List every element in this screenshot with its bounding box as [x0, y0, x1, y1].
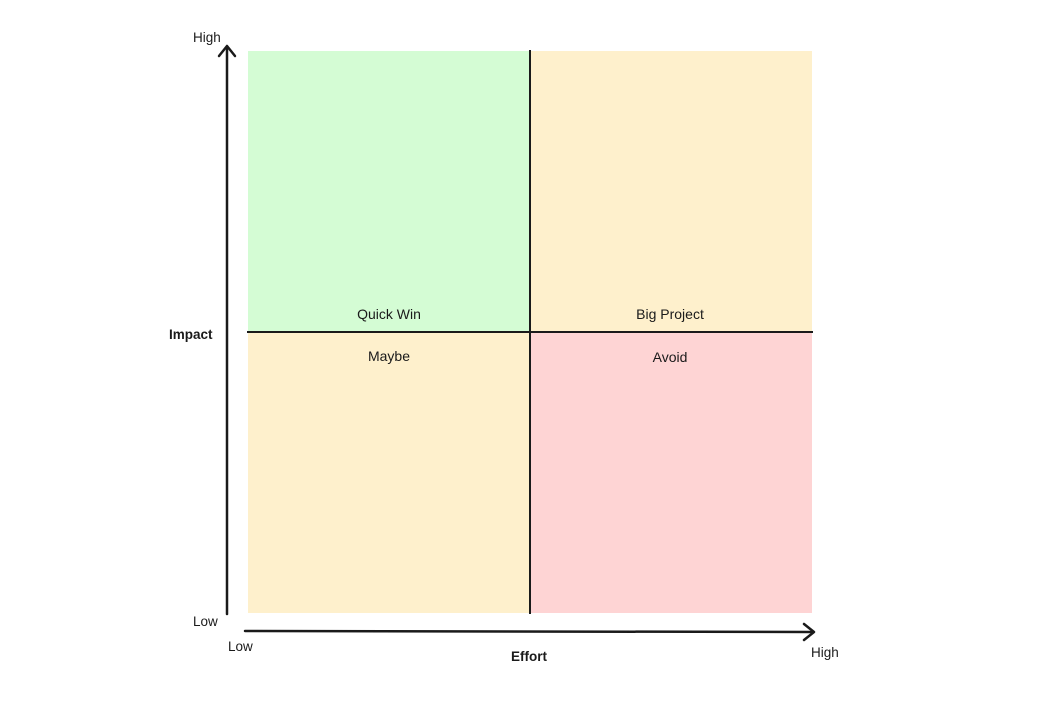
quadrant-avoid [530, 332, 812, 613]
x-axis-high-label: High [811, 645, 839, 660]
x-axis-arrow [243, 622, 816, 642]
y-axis-low-label: Low [193, 614, 218, 629]
quadrant-divider-horizontal [247, 331, 813, 333]
quadrant-maybe [248, 332, 530, 613]
x-axis-title: Effort [511, 649, 547, 664]
y-axis-high-label: High [193, 30, 221, 45]
quadrant-big-project [530, 51, 812, 332]
quadrant-label-avoid: Avoid [652, 349, 688, 365]
quadrant-label-quick-win: Quick Win [357, 306, 421, 322]
quadrant-quick-win [248, 51, 530, 332]
y-axis-arrow [217, 44, 237, 616]
quadrant-label-big-project: Big Project [636, 306, 704, 322]
x-axis-low-label: Low [228, 639, 253, 654]
quadrant-label-maybe: Maybe [367, 348, 411, 364]
y-axis-title: Impact [169, 327, 213, 342]
